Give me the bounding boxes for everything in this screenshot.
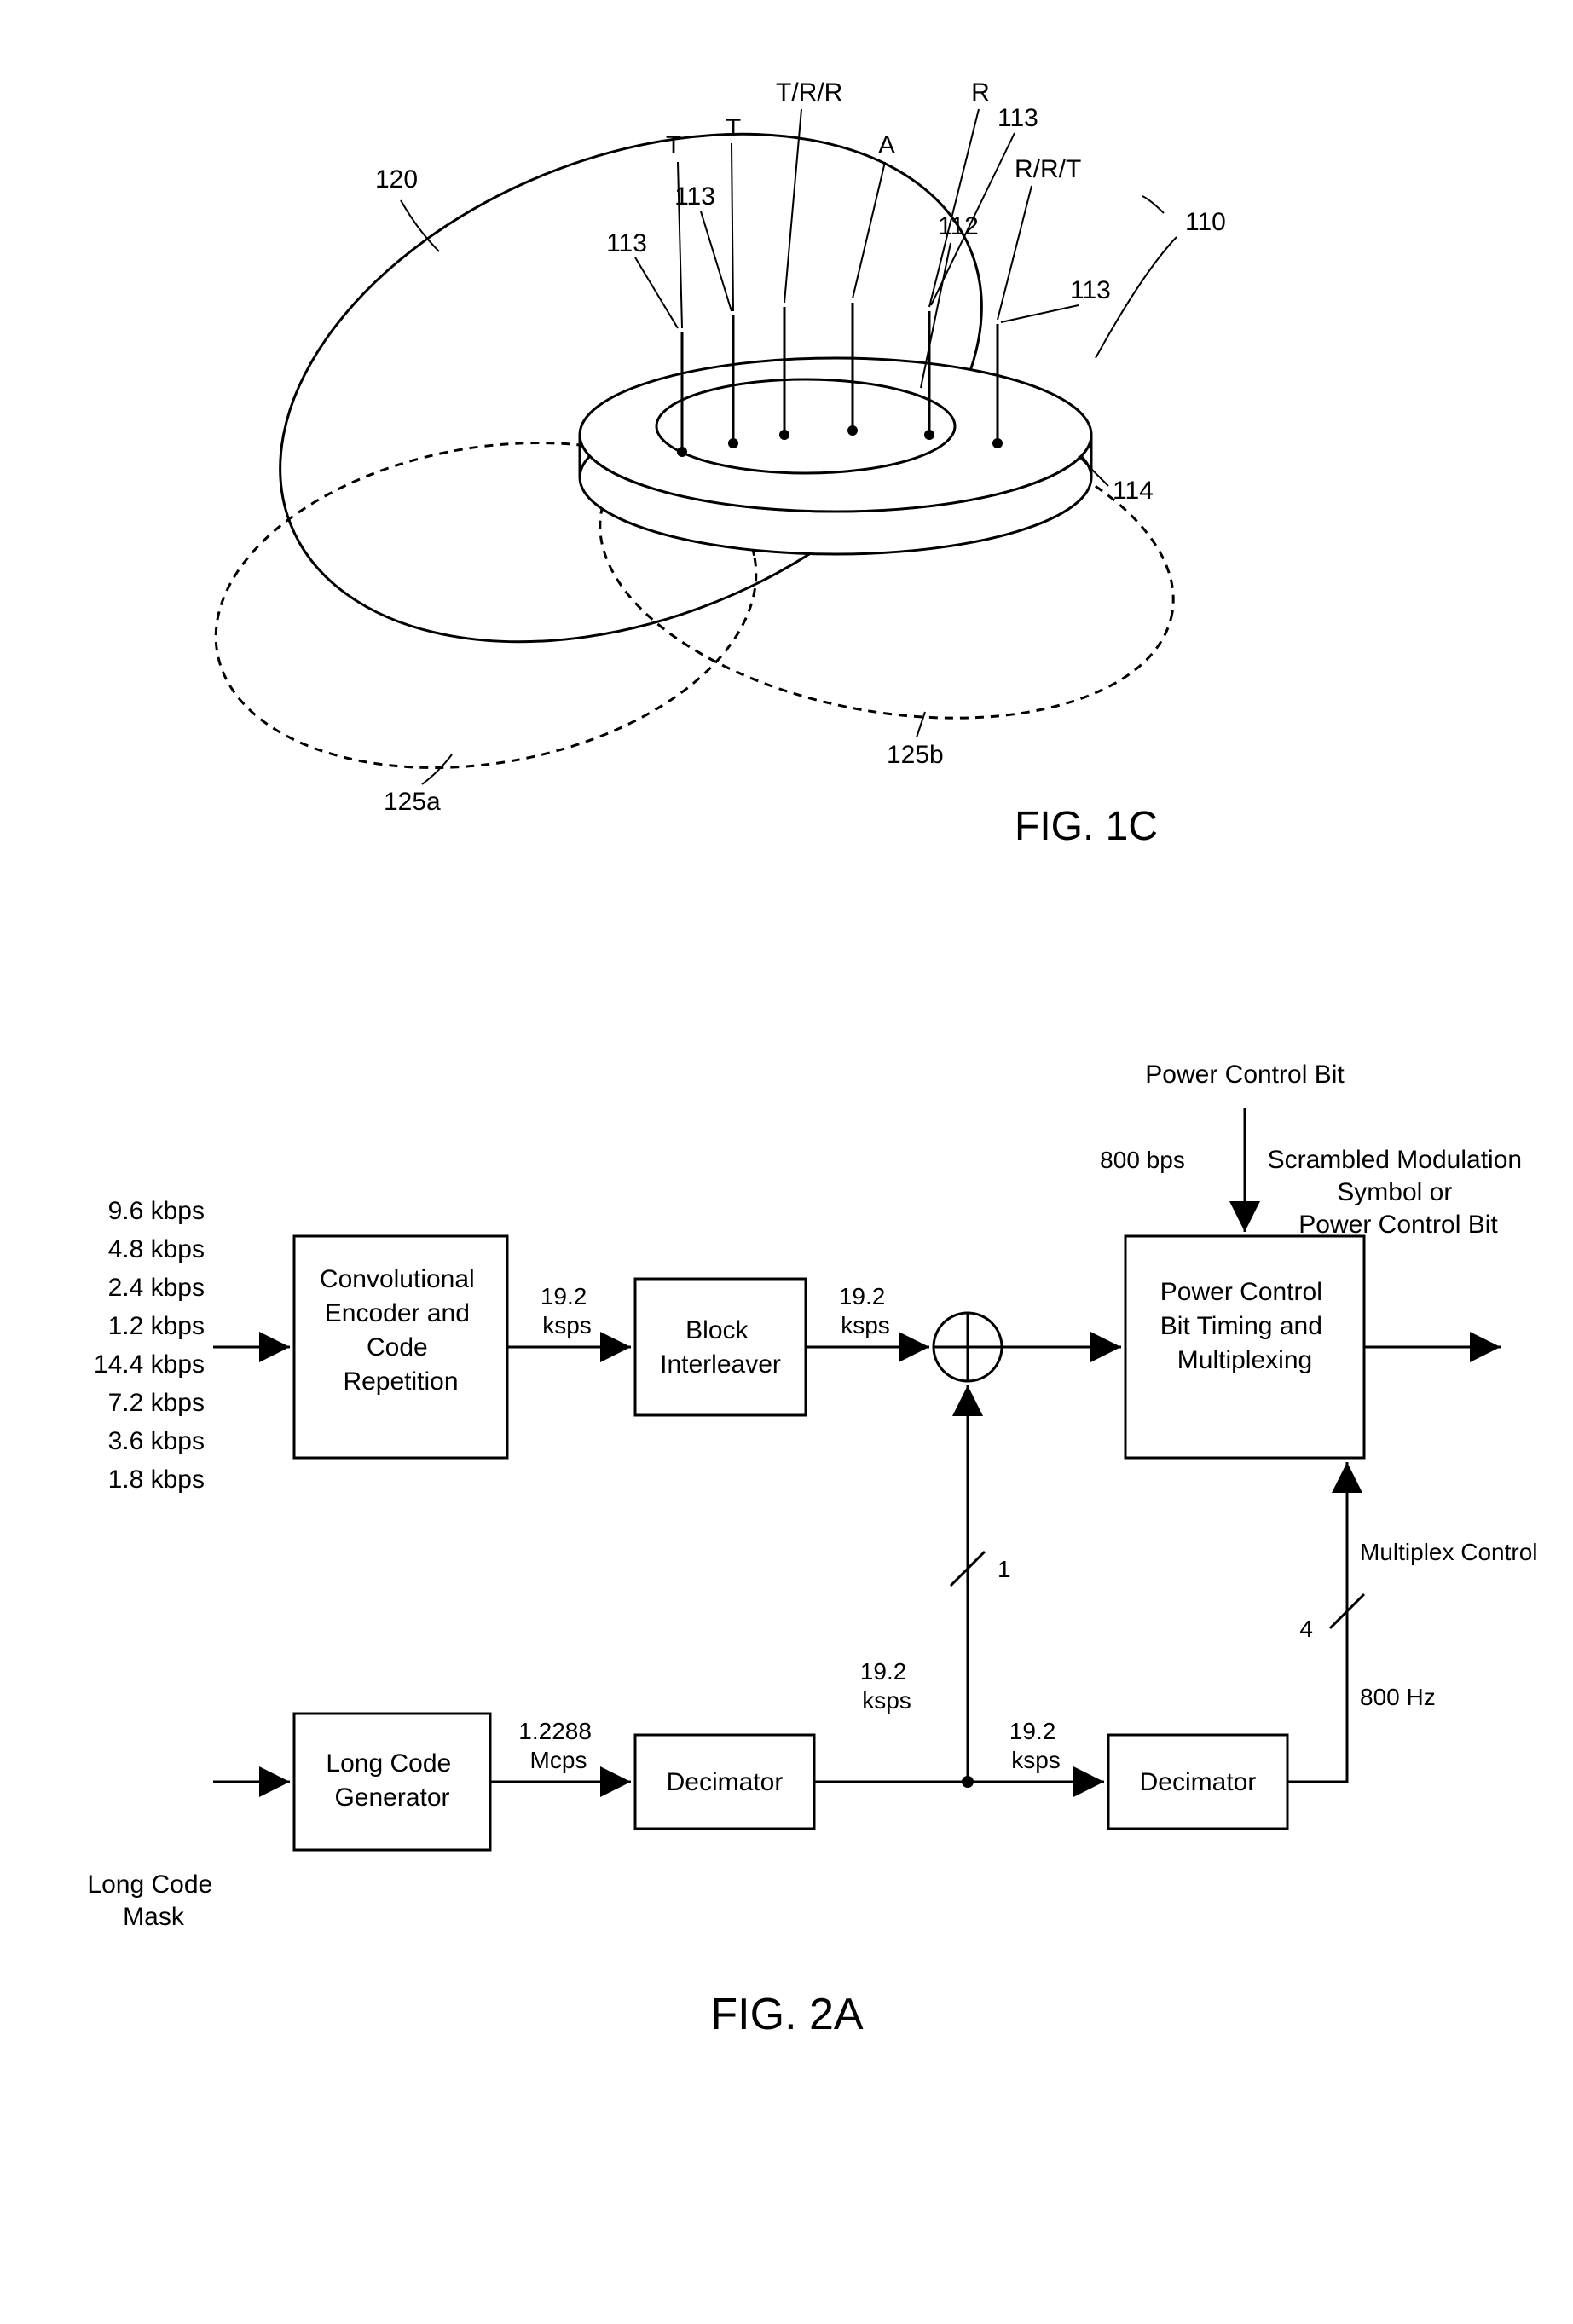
lbl-pcb-rate: 800 bps <box>1100 1147 1185 1173</box>
lbl-output: Scrambled Modulation Symbol or Power Con… <box>1268 1146 1530 1239</box>
lbl-pcb-in: Power Control Bit <box>1145 1061 1345 1089</box>
svg-text:1: 1 <box>998 1556 1011 1582</box>
ref-125a-leader <box>422 754 452 784</box>
svg-text:3.6 kbps: 3.6 kbps <box>108 1427 205 1455</box>
lbl-longcode-in: Long Code Mask <box>87 1870 219 1931</box>
rate-enc-int: 19.2 ksps <box>541 1283 593 1338</box>
ref-114: 114 <box>1113 477 1154 505</box>
svg-text:19.2 ksps: 19.2 ksps <box>1009 1718 1062 1773</box>
svg-text:1.8 kbps: 1.8 kbps <box>108 1466 205 1494</box>
fig1c-svg: T T T/R/R A R R/R/T 120 125a 125b 110 11… <box>34 34 1539 887</box>
svg-text:4: 4 <box>1299 1616 1313 1642</box>
ref-113-a: 113 <box>606 229 647 257</box>
block-longcode <box>294 1714 490 1850</box>
ant-t1: T <box>666 131 681 159</box>
ref-112: 112 <box>938 212 979 240</box>
svg-text:19.2 ksps: 19.2 ksps <box>860 1658 913 1714</box>
fig1c-label: FIG. 1C <box>1015 804 1158 849</box>
block-interleaver <box>635 1279 806 1415</box>
ant-rrt: R/R/T <box>1015 155 1081 183</box>
svg-text:19.2 ksps: 19.2 ksps <box>839 1283 892 1338</box>
ref-113-d: 113 <box>1070 276 1111 304</box>
figure-1c-container: T T T/R/R A R R/R/T 120 125a 125b 110 11… <box>34 34 1539 887</box>
ref-113-b: 113 <box>674 182 715 211</box>
ref-125b: 125b <box>887 741 944 769</box>
ant-r: R <box>971 78 990 107</box>
block-powerctl-txt: Power Control Bit Timing and Multiplexin… <box>1160 1278 1329 1374</box>
svg-text:Decimator: Decimator <box>1140 1768 1257 1796</box>
svg-text:7.2 kbps: 7.2 kbps <box>108 1389 205 1417</box>
svg-text:4.8 kbps: 4.8 kbps <box>108 1235 205 1263</box>
svg-text:Multiplex Control: Multiplex Control <box>1360 1539 1538 1565</box>
ant-a: A <box>878 131 895 159</box>
figure-2a-container: 9.6 kbps 4.8 kbps 2.4 kbps 1.2 kbps 14.4… <box>34 938 1539 2131</box>
xor-node <box>934 1313 1002 1381</box>
svg-text:1.2 kbps: 1.2 kbps <box>108 1312 205 1340</box>
input-rates: 9.6 kbps 4.8 kbps 2.4 kbps 1.2 kbps 14.4… <box>94 1197 205 1494</box>
svg-text:9.6 kbps: 9.6 kbps <box>108 1197 205 1225</box>
ref-113-c: 113 <box>998 104 1038 132</box>
svg-text:800 Hz: 800 Hz <box>1360 1684 1436 1710</box>
svg-text:14.4 kbps: 14.4 kbps <box>94 1350 205 1379</box>
ref-110-hook <box>1142 196 1164 213</box>
cylinder-110 <box>580 358 1091 554</box>
ref-110: 110 <box>1185 208 1226 236</box>
ant-t2: T <box>726 114 741 142</box>
ref-120: 120 <box>375 165 418 194</box>
svg-text:2.4 kbps: 2.4 kbps <box>108 1274 205 1302</box>
fig2a-label: FIG. 2A <box>710 1990 863 2039</box>
ref-125a: 125a <box>384 788 441 816</box>
fig2a-svg: 9.6 kbps 4.8 kbps 2.4 kbps 1.2 kbps 14.4… <box>34 938 1539 2131</box>
svg-text:1.2288 Mcps: 1.2288 Mcps <box>518 1718 598 1773</box>
ant-trr: T/R/R <box>776 78 842 107</box>
svg-text:Decimator: Decimator <box>667 1768 784 1796</box>
